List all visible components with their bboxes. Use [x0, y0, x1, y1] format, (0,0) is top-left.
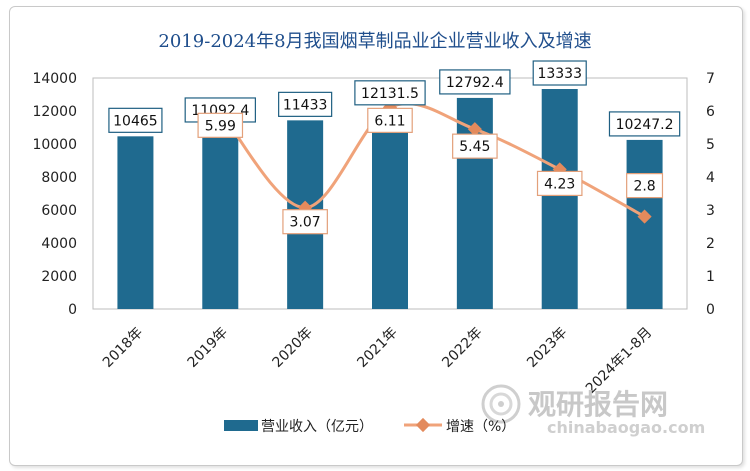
- line-data-label: 3.07: [282, 209, 328, 235]
- line-marker: [637, 209, 652, 224]
- y-left-tick-label: 4000: [41, 236, 77, 252]
- y-right-tick-label: 1: [706, 269, 715, 285]
- line-data-label: 2.8: [626, 173, 664, 199]
- watermark-sub: chinabaogao.com: [547, 418, 705, 437]
- svg-text:3.07: 3.07: [290, 215, 321, 231]
- bar-data-label: 12131.5: [354, 80, 426, 106]
- y-right-tick-label: 2: [706, 236, 715, 252]
- svg-text:10247.2: 10247.2: [616, 117, 674, 133]
- x-axis: 2018年 2019年 2020年 2021年 2022年 2023年 2024年1-8月: [100, 325, 656, 397]
- line-data-label: 5.99: [197, 112, 244, 138]
- x-tick-label: 2022年: [439, 325, 485, 371]
- bar: [626, 139, 663, 309]
- svg-text:4.23: 4.23: [544, 176, 575, 192]
- line-data-label: 6.11: [367, 107, 413, 133]
- chart-title: 2019-2024年8月我国烟草制品业企业营业收入及增速: [158, 31, 591, 52]
- bar-data-label: 13333: [532, 60, 587, 86]
- x-tick-label: 2024年1-8月: [583, 325, 655, 397]
- y-left-tick-label: 10000: [32, 137, 77, 153]
- svg-text:2.8: 2.8: [633, 179, 655, 195]
- bar-data-label: 12792.4: [439, 69, 511, 95]
- x-tick-label: 2020年: [270, 325, 316, 371]
- y-right-tick-label: 0: [706, 302, 715, 318]
- y-right-tick-label: 3: [706, 203, 715, 219]
- y-left-tick-label: 6000: [41, 203, 77, 219]
- watermark-main: 观研报告网: [528, 388, 668, 421]
- bar-data-label: 10247.2: [608, 111, 681, 137]
- y-left-tick-label: 12000: [32, 104, 77, 120]
- x-tick-label: 2023年: [524, 325, 570, 371]
- bar: [202, 125, 239, 309]
- y-right-tick-label: 5: [706, 137, 715, 153]
- y-axis-left: 0 2000 4000 6000 8000 10000 12000 14000: [32, 71, 77, 318]
- y-right-tick-label: 4: [706, 170, 715, 186]
- y-left-tick-label: 14000: [32, 71, 77, 87]
- bar: [541, 89, 578, 310]
- svg-text:5.99: 5.99: [205, 118, 236, 134]
- legend-line-marker: [415, 417, 431, 433]
- svg-text:13333: 13333: [537, 66, 582, 82]
- svg-text:11433: 11433: [283, 97, 328, 113]
- svg-text:6.11: 6.11: [374, 113, 405, 129]
- svg-text:12131.5: 12131.5: [361, 86, 419, 102]
- line-data-label: 5.45: [452, 133, 498, 159]
- y-right-tick-label: 7: [706, 71, 715, 87]
- legend: 营业收入（亿元） 增速（%）: [224, 417, 515, 435]
- watermark-logo-icon: [481, 384, 521, 424]
- line-data-label: 4.23: [536, 170, 583, 197]
- x-tick-label: 2019年: [185, 325, 231, 371]
- y-left-tick-label: 2000: [41, 269, 77, 285]
- line-data-labels: 5.99 3.07 6.11 5.45 4.23 2.8: [197, 107, 664, 235]
- watermark: 观研报告网 chinabaogao.com: [481, 384, 705, 437]
- x-tick-label: 2021年: [354, 325, 400, 371]
- y-axis-right: 0 1 2 3 4 5 6 7: [706, 71, 715, 318]
- y-right-tick-label: 6: [706, 104, 715, 120]
- svg-text:10465: 10465: [113, 113, 158, 129]
- bar-data-label: 10465: [108, 107, 163, 133]
- svg-text:5.45: 5.45: [459, 139, 490, 155]
- x-tick-label: 2018年: [100, 325, 146, 371]
- legend-line-label: 增速（%）: [446, 419, 515, 435]
- bar: [372, 108, 408, 309]
- legend-bar-swatch: [224, 420, 258, 431]
- svg-text:12792.4: 12792.4: [446, 75, 504, 91]
- y-left-tick-label: 8000: [41, 170, 77, 186]
- bar: [117, 136, 154, 309]
- bar-data-label: 11433: [278, 91, 333, 117]
- legend-bar-label: 营业收入（亿元）: [261, 419, 373, 435]
- y-left-tick-label: 0: [68, 302, 77, 318]
